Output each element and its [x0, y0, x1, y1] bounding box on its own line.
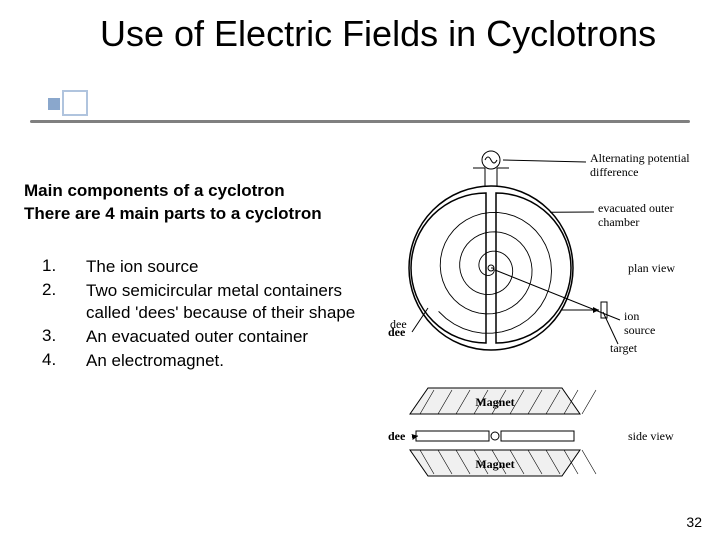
subheading-line-1: Main components of a cyclotron	[24, 180, 384, 203]
list-text: Two semicircular metal containers called…	[86, 280, 376, 324]
svg-text:side view: side view	[628, 429, 674, 443]
svg-text:Alternating potentialdifferenc: Alternating potentialdifference	[590, 151, 690, 179]
list-item: 1. The ion source	[42, 256, 384, 278]
list-number: 3.	[42, 326, 86, 348]
list-text: An electromagnet.	[86, 350, 224, 372]
svg-text:plan view: plan view	[628, 261, 675, 275]
svg-text:dee: dee	[388, 429, 406, 443]
cyclotron-diagram: Alternating potentialdifference evacuated…	[388, 150, 704, 490]
svg-text:target: target	[610, 341, 638, 355]
svg-text:Magnet: Magnet	[475, 395, 514, 409]
list-item: 2. Two semicircular metal containers cal…	[42, 280, 384, 324]
list-number: 2.	[42, 280, 86, 324]
svg-text:Magnet: Magnet	[475, 457, 514, 471]
content-text: Main components of a cyclotron There are…	[24, 180, 384, 374]
list-number: 1.	[42, 256, 86, 278]
svg-text:evacuated outerchamber: evacuated outerchamber	[598, 201, 674, 229]
svg-text:ionsource: ionsource	[624, 309, 655, 337]
page-number: 32	[686, 514, 702, 530]
title-bullet-decoration	[30, 90, 90, 118]
numbered-list: 1. The ion source 2. Two semicircular me…	[42, 256, 384, 372]
list-item: 4. An electromagnet.	[42, 350, 384, 372]
svg-text:dee: dee	[388, 325, 406, 339]
list-number: 4.	[42, 350, 86, 372]
title-underline	[30, 120, 690, 123]
subheading-line-2: There are 4 main parts to a cyclotron	[24, 203, 384, 226]
list-item: 3. An evacuated outer container	[42, 326, 384, 348]
list-text: The ion source	[86, 256, 198, 278]
slide-title: Use of Electric Fields in Cyclotrons	[100, 12, 656, 55]
list-text: An evacuated outer container	[86, 326, 308, 348]
